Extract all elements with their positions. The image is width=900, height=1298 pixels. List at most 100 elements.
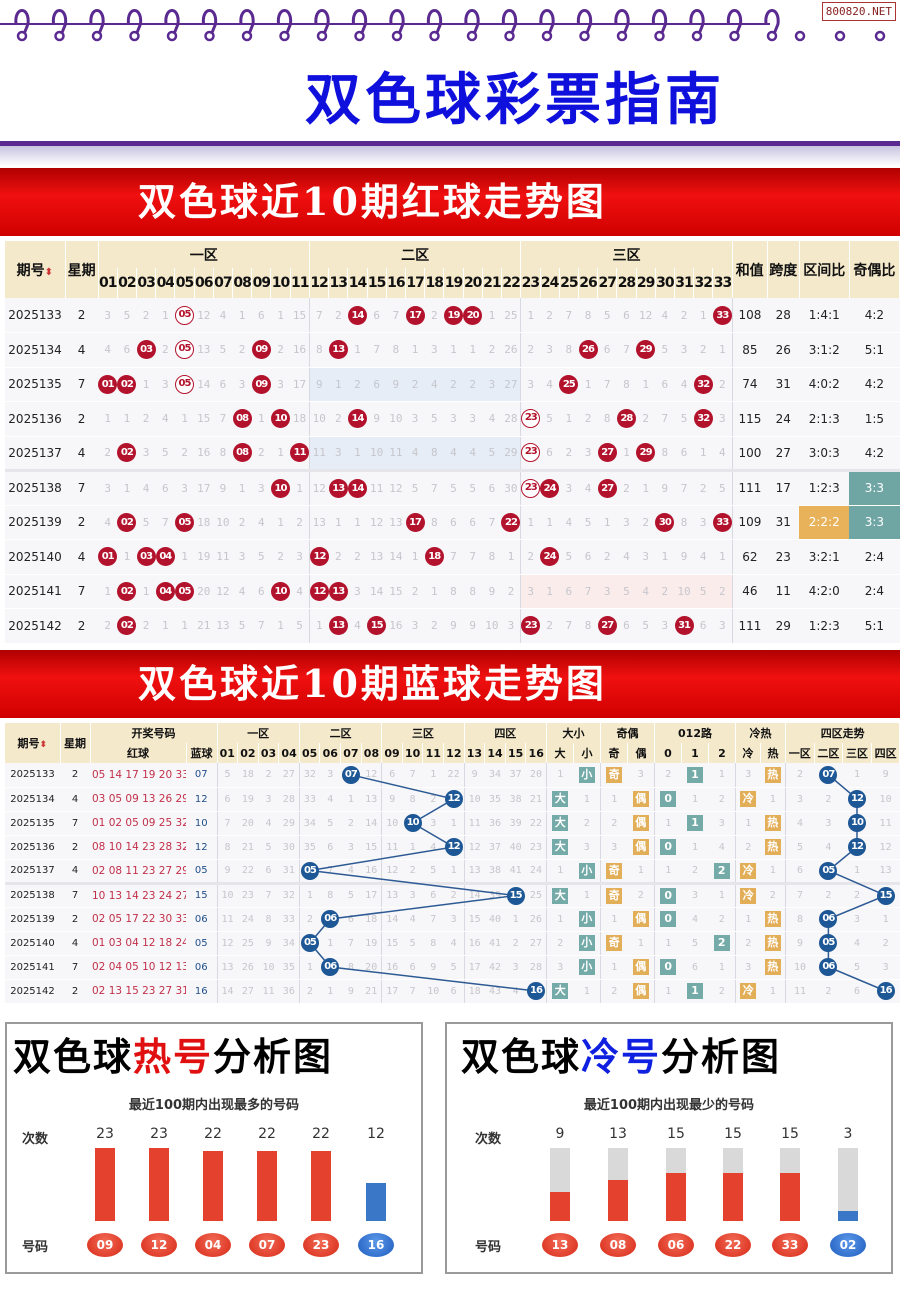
span-cell: 17 [767, 470, 800, 506]
omission-cell: 1 [578, 367, 598, 402]
road-cell: 2 [708, 787, 736, 812]
omission-cell: 4 [258, 811, 279, 836]
omission-cell: 6 [443, 979, 465, 1004]
blue-ball: 05 [300, 934, 319, 952]
omission-cell: 38 [505, 787, 526, 812]
road-tag: 1 [687, 983, 703, 999]
attribute-cell: 1 [546, 907, 574, 932]
omission-cell: 22 [525, 811, 547, 836]
number-header: 12 [443, 743, 465, 763]
bar-track [666, 1148, 686, 1221]
attribute-cell: 大 [546, 811, 574, 836]
period-cell: 2025133 [5, 298, 66, 333]
omission-cell: 24 [237, 907, 259, 932]
zone-ratio-cell: 3:1:2 [799, 332, 850, 368]
period-cell: 2025140 [5, 539, 66, 575]
omission-cell: 1 [693, 298, 713, 333]
bar-value-label: 22 [258, 1126, 276, 1142]
bar-column: 3 02 [828, 1126, 868, 1257]
period-cell: 2025134 [5, 787, 60, 812]
omission-cell: 1 [347, 436, 368, 472]
red-ball: 32 [693, 374, 713, 394]
weekday-cell: 7 [60, 811, 90, 836]
bar-value-label: 9 [555, 1126, 565, 1142]
red-ball-hit-cell: 15 [367, 608, 387, 644]
red-ball: 14 [347, 409, 367, 429]
omission-cell: 2 [540, 608, 560, 644]
attribute-cell: 1 [546, 763, 574, 788]
omission-cell: 5 [424, 401, 444, 437]
sort-up-down-icon[interactable]: ⬍ [44, 266, 53, 278]
column-header-blue: 蓝球 [186, 743, 218, 763]
omission-cell: 35 [484, 787, 506, 812]
site-watermark: 800820.NET [821, 2, 896, 21]
red-ball: 05 [175, 305, 194, 325]
omission-cell: 29 [278, 811, 300, 836]
omission-cell: 9 [422, 955, 444, 980]
column-header-period[interactable]: 期号⬍ [5, 723, 61, 763]
attribute-cell: 1 [573, 979, 601, 1004]
number-ball: 16 [358, 1233, 394, 1257]
span-cell: 26 [767, 332, 800, 368]
omission-cell: 18 [194, 505, 214, 540]
omission-cell: 7 [463, 539, 483, 575]
blue-ball: 05 [819, 861, 838, 880]
table-row: 2025134 4 4 6 03 2 05 13 5 2 09 2 16 8 13 1 7 8 1 3 1 1 2 26 2 3 8… [5, 332, 900, 368]
number-header: 29 [636, 268, 656, 298]
attribute-tag: 大 [552, 839, 569, 855]
omission-cell: 6 [117, 332, 137, 368]
road-cell: 5 [681, 931, 709, 956]
omission-cell: 3 [328, 436, 348, 472]
bar-value-label: 12 [367, 1126, 385, 1142]
omission-cell: 9 [381, 787, 403, 812]
blue-number-cell: 10 [186, 811, 217, 836]
panel-title: 双色球冷号分析图 [461, 1034, 782, 1079]
number-ball: 33 [772, 1233, 808, 1257]
weekday-cell: 2 [65, 298, 99, 333]
omission-cell: 16 [361, 859, 382, 885]
omission-cell: 6 [655, 367, 675, 402]
number-header: 16 [525, 743, 547, 763]
column-header-weekday: 星期 [60, 723, 91, 763]
omission-cell: 36 [278, 979, 300, 1004]
weekday-cell: 2 [60, 979, 90, 1004]
sum-cell: 111 [731, 470, 768, 506]
zone-trend-cell: 5 [785, 835, 815, 860]
omission-cell: 5 [674, 401, 694, 437]
attribute-cell: 奇 [600, 883, 628, 908]
omission-cell: 3 [501, 608, 521, 644]
attribute-cell: 冷 [735, 859, 761, 885]
omission-cell: 2 [258, 763, 279, 788]
red-ball: 05 [175, 512, 194, 532]
number-header: 21 [482, 268, 502, 298]
omission-cell: 9 [655, 470, 675, 506]
omission-cell: 30 [278, 835, 300, 860]
number-header: 14 [347, 268, 368, 298]
omission-cell: 1 [319, 931, 341, 956]
cold-number-panel: 双色球冷号分析图 最近100期内出现最少的号码 次数 号码 9 13 13 08 15 0… [445, 1022, 893, 1274]
omission-cell: 13 [216, 955, 238, 980]
omission-cell: 5 [405, 470, 425, 506]
sort-up-down-icon[interactable]: ⬍ [39, 740, 48, 750]
omission-cell: 1 [328, 367, 348, 402]
omission-cell: 2 [328, 401, 348, 437]
blue-number-cell: 12 [186, 835, 217, 860]
omission-cell: 16 [381, 955, 403, 980]
road-cell: 0 [654, 883, 682, 908]
attribute-tag: 偶 [632, 983, 649, 999]
red-ball: 27 [597, 616, 617, 636]
column-header-period[interactable]: 期号⬍ [5, 241, 66, 298]
red-ball-hit-cell: 05 [174, 367, 195, 402]
omission-cell: 36 [484, 811, 506, 836]
sum-cell: 46 [731, 574, 768, 609]
table-row: 2025140 4 01 1 03 04 1 19 11 3 5 2 3 12 2 2 13 14 1 18 7 7 8 1 2… [5, 539, 900, 575]
blue-ball: 16 [526, 982, 545, 1000]
bar [257, 1151, 277, 1221]
column-header-span: 跨度 [767, 241, 800, 298]
table-row: 2025141 7 02 04 05 10 12 13 06 13 26 10 35 1 06 8 2… [5, 955, 900, 980]
omission-cell: 5 [655, 332, 675, 368]
red-ball: 09 [251, 340, 271, 360]
sub-header: 1 [681, 743, 709, 763]
omission-cell: 13 [213, 608, 233, 644]
omission-cell: 1 [98, 574, 118, 609]
